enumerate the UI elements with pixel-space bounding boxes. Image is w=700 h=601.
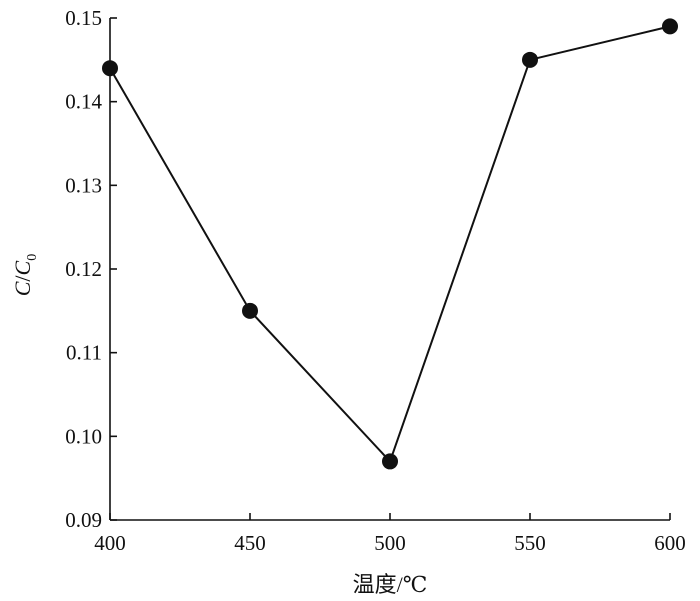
- series: [102, 18, 678, 470]
- x-tick-label: 400: [94, 531, 126, 555]
- x-tick-label: 500: [374, 531, 406, 555]
- series-line: [109, 25, 671, 464]
- y-tick-label: 0.12: [65, 257, 102, 281]
- y-tick-label: 0.13: [65, 173, 102, 197]
- x-axis-label: 温度/℃: [353, 572, 428, 597]
- x-ticks: 400 450 500 550 600: [94, 513, 686, 555]
- y-axis-label-denominator: C: [10, 260, 35, 275]
- y-axis-label: C/C0: [10, 254, 40, 297]
- y-tick-label: 0.10: [65, 424, 102, 448]
- data-point: [382, 453, 398, 470]
- data-point: [522, 51, 538, 68]
- data-point: [242, 302, 258, 319]
- axes: [109, 18, 670, 521]
- y-ticks: 0.09 0.10 0.11 0.12 0.13 0.14 0.15: [65, 6, 117, 532]
- data-point: [102, 60, 118, 77]
- y-axis-label-slash: /: [10, 275, 35, 282]
- y-tick-label: 0.11: [66, 341, 102, 365]
- y-tick-label: 0.15: [65, 6, 102, 30]
- y-axis-label-subscript: 0: [25, 254, 40, 261]
- x-tick-label: 450: [234, 531, 266, 555]
- y-tick-label: 0.09: [65, 508, 102, 532]
- data-point: [662, 18, 678, 35]
- x-tick-label: 550: [514, 531, 546, 555]
- y-axis-label-base: C: [10, 281, 35, 296]
- x-tick-label: 600: [654, 531, 686, 555]
- y-tick-label: 0.14: [65, 90, 102, 114]
